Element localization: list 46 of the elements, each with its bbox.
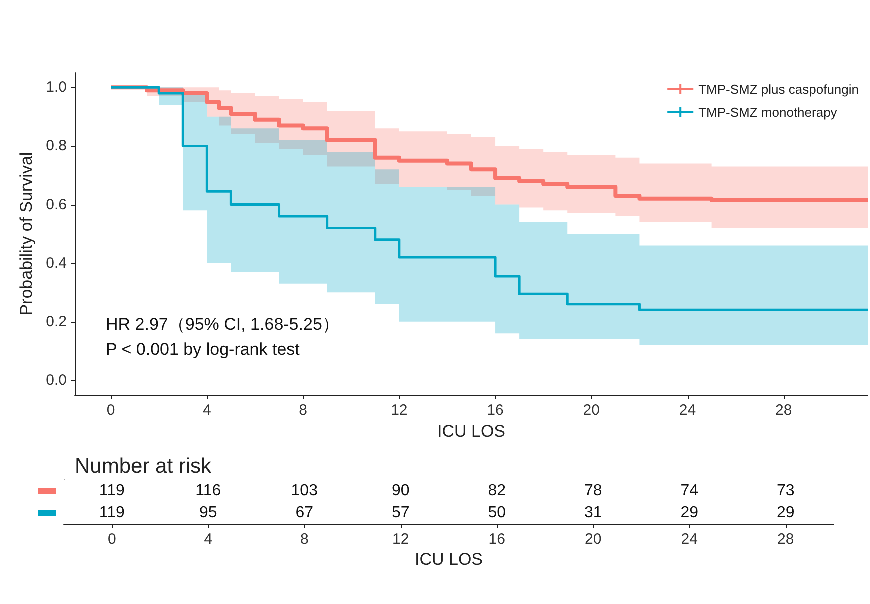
x-tick-label: 4 (204, 531, 213, 548)
chart-title: Number at risk (75, 455, 212, 478)
data-label: 29 (776, 504, 795, 522)
data-label: 67 (296, 504, 314, 522)
legend-label: TMP-SMZ plus caspofungin (698, 82, 860, 97)
data-label: 50 (488, 504, 506, 522)
y-tick-label: 0.6 (46, 196, 67, 214)
annotation: P < 0.001 by log-rank test (106, 340, 300, 359)
x-tick-label: 16 (487, 402, 504, 420)
data-label: 119 (99, 504, 125, 522)
data-label: 31 (584, 504, 602, 522)
x-axis-title: ICU LOS (437, 422, 506, 441)
y-tick-label: 0.8 (46, 138, 67, 155)
x-axis-title: ICU LOS (414, 550, 484, 569)
data-label: 95 (199, 504, 218, 522)
x-tick-label: 20 (585, 531, 602, 548)
y-tick-label: 1.0 (46, 79, 67, 96)
x-tick-label: 4 (202, 402, 212, 420)
x-tick-label: 24 (679, 402, 696, 420)
x-tick-label: 12 (392, 531, 410, 548)
data-label: 116 (196, 482, 222, 500)
data-label: 82 (488, 482, 506, 500)
y-tick-label: 0.2 (46, 313, 67, 330)
annotation: HR 2.97（95% CI, 1.68-5.25） (106, 315, 340, 334)
x-tick-label: 0 (108, 531, 116, 548)
y-axis-title: Probability of Survival (17, 152, 36, 316)
x-tick-label: 12 (391, 402, 408, 420)
data-label: 78 (584, 482, 602, 500)
data-label: 119 (99, 482, 125, 500)
data-label: 73 (776, 482, 795, 500)
x-tick-label: 24 (681, 531, 698, 548)
x-tick-label: 28 (778, 531, 794, 548)
legend-label: TMP-SMZ monotherapy (698, 105, 838, 120)
x-tick-label: 8 (299, 402, 308, 420)
x-tick-label: 16 (488, 531, 506, 548)
y-tick-label: 0.0 (46, 372, 67, 389)
x-tick-label: 0 (106, 402, 116, 420)
x-tick-label: 8 (300, 531, 309, 548)
x-tick-label: 20 (583, 402, 600, 420)
y-tick-label: 0.4 (46, 254, 67, 272)
data-label: 57 (392, 504, 410, 522)
data-label: 29 (680, 504, 699, 522)
data-label: 90 (392, 482, 410, 500)
x-tick-label: 28 (776, 402, 792, 420)
data-label: 74 (680, 482, 699, 500)
data-label: 103 (291, 482, 318, 500)
